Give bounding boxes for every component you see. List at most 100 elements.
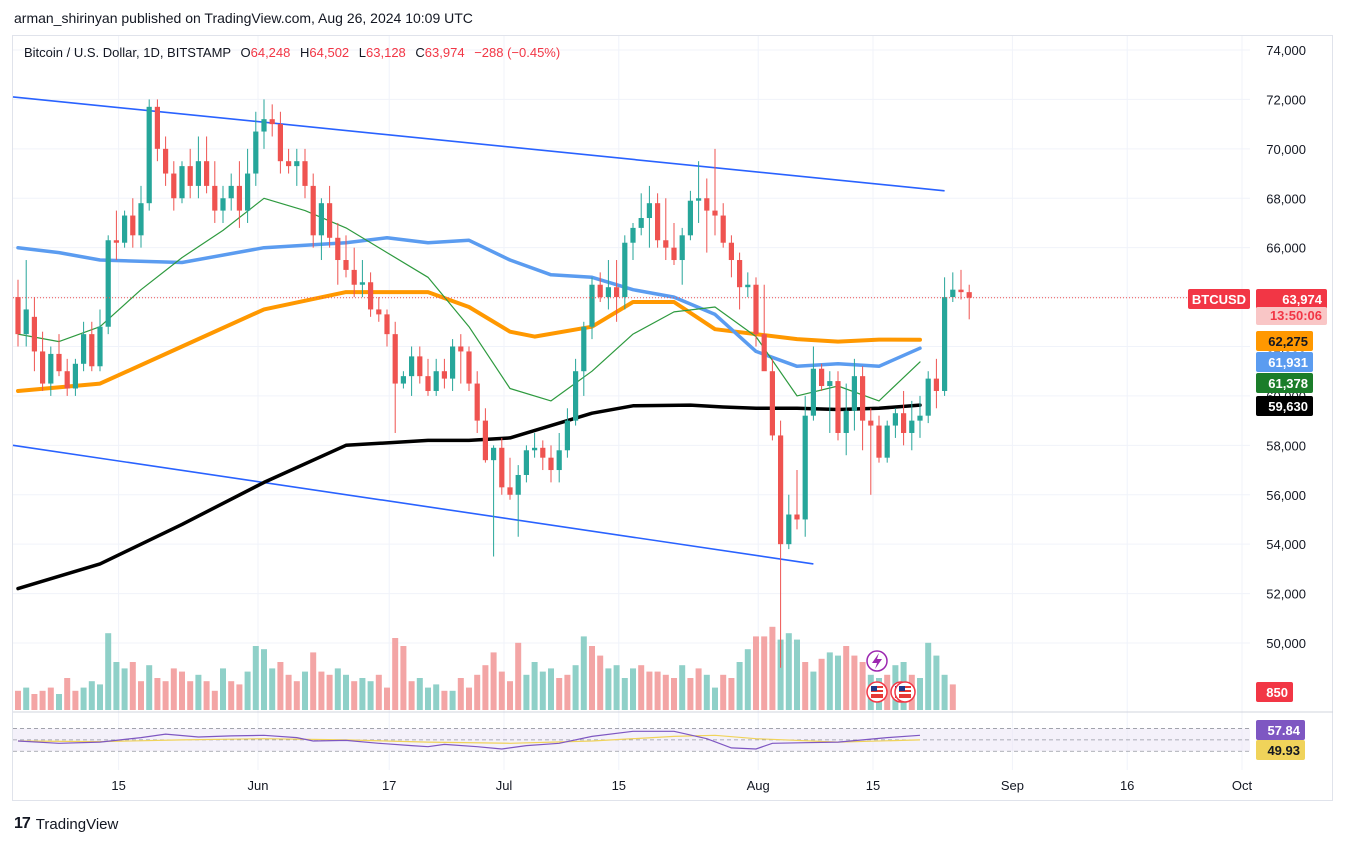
candlesticks xyxy=(15,99,972,668)
volume-bar xyxy=(23,687,30,710)
volume-bar xyxy=(703,674,710,710)
price-tick-label: 74,000 xyxy=(1266,43,1306,58)
candle-body xyxy=(351,269,357,285)
rsi-tag: 57.84 xyxy=(1267,723,1300,738)
rsi-pane xyxy=(13,711,1333,752)
candle-body xyxy=(696,198,702,201)
time-tick-label: 15 xyxy=(111,778,125,793)
moving-average-black xyxy=(16,403,922,591)
candle-body xyxy=(786,514,792,545)
volume-bar xyxy=(646,671,653,710)
volume-bar xyxy=(154,678,161,710)
time-tick-label: Jul xyxy=(496,778,513,793)
time-tick-label: Aug xyxy=(747,778,770,793)
channel-trendlines xyxy=(12,96,945,565)
candle-body xyxy=(581,326,587,372)
candle-body xyxy=(15,297,21,335)
volume-bar xyxy=(712,687,718,710)
candle-body xyxy=(40,351,46,384)
candle-body xyxy=(597,284,603,298)
candle-body xyxy=(359,282,365,285)
candle-body xyxy=(614,287,620,298)
candle-body xyxy=(269,119,275,125)
volume-bar xyxy=(572,665,579,710)
candle-body xyxy=(728,242,734,261)
volume-bar xyxy=(810,671,817,710)
volume-bar xyxy=(482,665,489,710)
event-icons xyxy=(866,650,916,703)
candle-body xyxy=(417,356,423,377)
volume-bar xyxy=(326,674,333,710)
volume-bar xyxy=(367,681,374,710)
price-tick-label: 66,000 xyxy=(1266,241,1306,256)
rsi-line xyxy=(17,730,921,750)
volume-bar xyxy=(466,687,472,710)
price-tick-label: 72,000 xyxy=(1266,92,1306,107)
volume-bar xyxy=(138,681,144,710)
volume-bar xyxy=(474,674,481,710)
volume-bar xyxy=(605,668,612,710)
volume-bar xyxy=(211,690,218,710)
volume-bar xyxy=(203,681,210,710)
volume-bar xyxy=(416,678,423,710)
candle-body xyxy=(48,353,54,384)
volume-bar xyxy=(671,678,677,710)
volume-bar xyxy=(302,671,308,710)
volume-bar xyxy=(72,690,79,710)
ma-green-tag-bg xyxy=(1256,373,1313,393)
symbol-tag-bg xyxy=(1188,289,1250,309)
volume-bar xyxy=(621,678,628,710)
candle-body xyxy=(540,447,546,458)
candle-body xyxy=(335,237,341,261)
candle-body xyxy=(843,410,849,433)
candle-body xyxy=(466,351,472,384)
volume-bar xyxy=(515,642,522,710)
volume-bar xyxy=(794,639,800,710)
candle-body xyxy=(171,173,177,199)
symbol-name[interactable]: Bitcoin / U.S. Dollar, 1D, BITSTAMP xyxy=(24,45,231,60)
candle-body xyxy=(564,420,570,451)
volume-bar xyxy=(293,681,300,710)
volume-bar xyxy=(826,652,833,710)
candle-body xyxy=(163,148,169,174)
volume-bar xyxy=(785,633,792,710)
candle-body xyxy=(671,247,677,261)
candle-body xyxy=(261,119,267,132)
candle-body xyxy=(638,218,644,228)
candle-body xyxy=(761,334,767,372)
candle-body xyxy=(950,289,956,298)
time-tick-label: 16 xyxy=(1120,778,1134,793)
volume-bar xyxy=(31,694,38,710)
candle-body xyxy=(204,161,210,186)
rsi-tag-bg xyxy=(1256,720,1305,740)
candle-body xyxy=(909,420,915,433)
chart-frame[interactable] xyxy=(12,35,1333,801)
candle-body xyxy=(892,413,898,426)
candle-body xyxy=(31,316,37,352)
open-label: O xyxy=(240,45,251,60)
candle-body xyxy=(64,371,70,389)
volume-bar xyxy=(187,681,194,710)
last-price-tag-bg xyxy=(1256,289,1327,309)
trendline-upper-channel xyxy=(12,96,945,192)
candle-body xyxy=(802,415,808,520)
candle-body xyxy=(745,284,751,288)
candle-body xyxy=(532,447,538,451)
candle-body xyxy=(589,284,595,327)
symbol-legend: Bitcoin / U.S. Dollar, 1D, BITSTAMP O64,… xyxy=(24,45,560,60)
low-value: 63,128 xyxy=(366,45,406,60)
volume-bar xyxy=(408,681,415,710)
volume-bar xyxy=(753,636,759,710)
candle-body xyxy=(245,173,251,211)
candle-body xyxy=(294,161,300,167)
volume-bar xyxy=(933,655,940,710)
price-tick-label: 56,000 xyxy=(1266,488,1306,503)
candle-body xyxy=(819,368,825,387)
volume-bar xyxy=(654,671,661,710)
volume-bar xyxy=(351,681,358,710)
volume-bar xyxy=(662,674,669,710)
candle-body xyxy=(769,371,775,436)
countdown-tag-bg xyxy=(1256,307,1327,325)
volume-bar xyxy=(949,684,956,710)
